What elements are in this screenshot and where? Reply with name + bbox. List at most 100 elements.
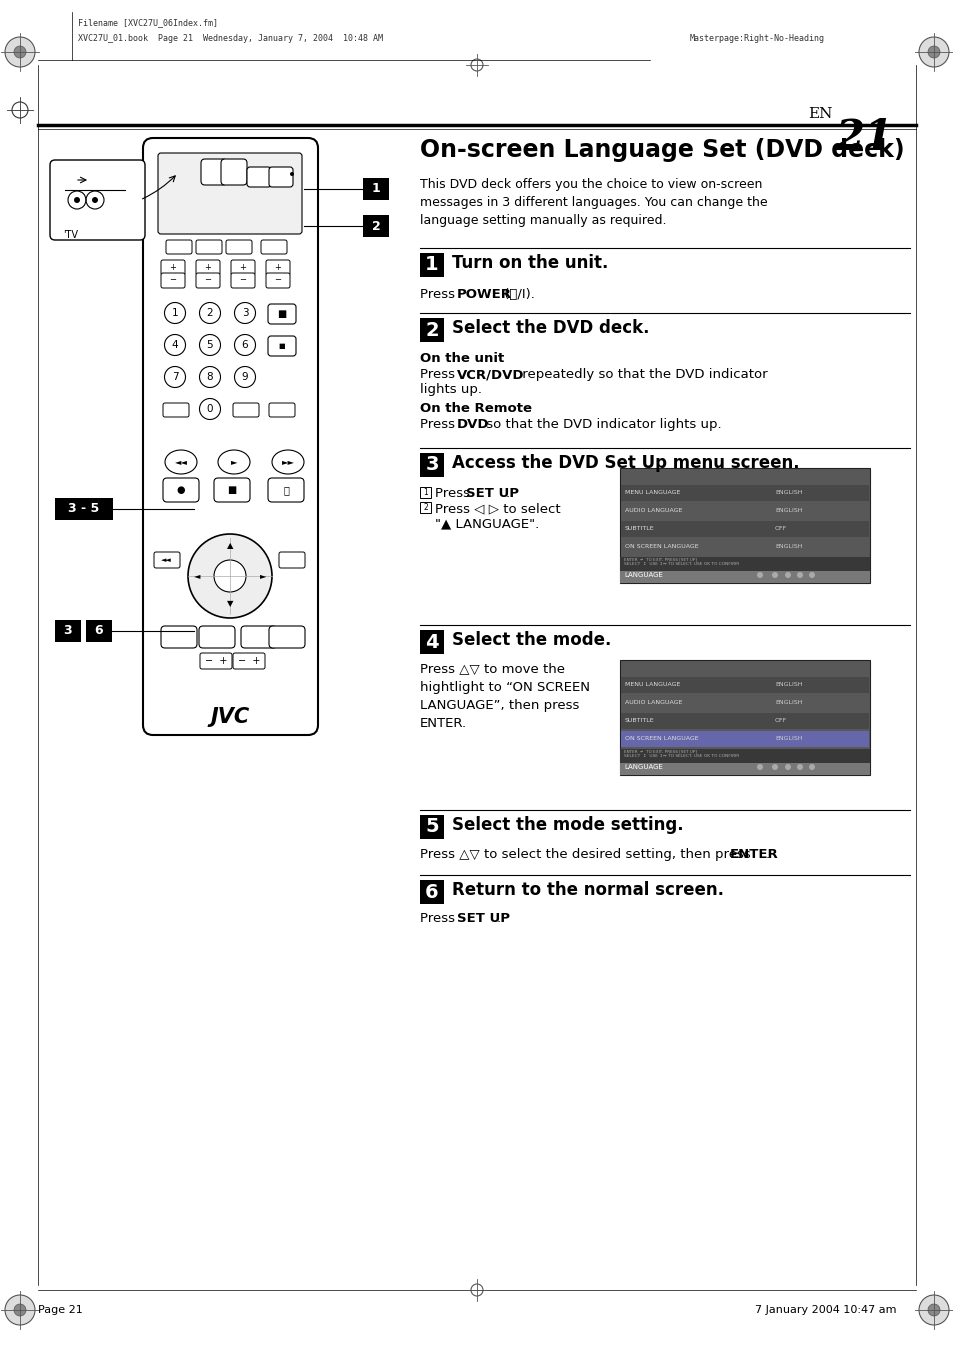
Bar <box>620 731 868 747</box>
Circle shape <box>808 765 814 770</box>
Text: −  +: − + <box>237 657 260 666</box>
FancyBboxPatch shape <box>269 403 294 417</box>
FancyBboxPatch shape <box>153 553 180 567</box>
Bar <box>363 215 389 236</box>
Text: ENGLISH: ENGLISH <box>774 701 801 705</box>
Text: Access the DVD Set Up menu screen.: Access the DVD Set Up menu screen. <box>452 454 799 471</box>
Text: ◄: ◄ <box>193 571 200 581</box>
Text: "▲ LANGUAGE".: "▲ LANGUAGE". <box>435 517 538 530</box>
Text: +: + <box>170 262 176 272</box>
Text: 2: 2 <box>207 308 213 317</box>
Circle shape <box>757 765 762 770</box>
Circle shape <box>164 366 185 388</box>
Text: 1: 1 <box>372 182 380 196</box>
Text: This DVD deck offers you the choice to view on-screen
messages in 3 different la: This DVD deck offers you the choice to v… <box>419 178 767 227</box>
Text: Press: Press <box>435 486 474 500</box>
FancyBboxPatch shape <box>195 240 222 254</box>
Text: ⏸: ⏸ <box>283 485 289 494</box>
Text: Press: Press <box>419 417 458 431</box>
Text: ►►: ►► <box>281 458 294 466</box>
Text: Select the mode.: Select the mode. <box>452 631 611 648</box>
Text: 9: 9 <box>241 372 248 382</box>
Text: repeatedly so that the DVD indicator: repeatedly so that the DVD indicator <box>517 367 767 381</box>
Text: ■: ■ <box>227 485 236 494</box>
Bar <box>55 620 81 642</box>
Bar <box>419 630 443 654</box>
Circle shape <box>927 46 939 58</box>
Text: 7: 7 <box>172 372 178 382</box>
Circle shape <box>784 571 790 578</box>
Text: ►: ► <box>231 458 237 466</box>
Text: POWER: POWER <box>456 288 512 301</box>
Text: 7 January 2004 10:47 am: 7 January 2004 10:47 am <box>754 1305 896 1315</box>
Circle shape <box>796 571 802 578</box>
Text: ON SCREEN LANGUAGE: ON SCREEN LANGUAGE <box>624 736 698 742</box>
Text: −: − <box>204 276 212 285</box>
FancyBboxPatch shape <box>221 159 247 185</box>
Text: .: . <box>497 912 500 925</box>
Bar <box>620 503 868 519</box>
Circle shape <box>188 534 272 617</box>
Circle shape <box>164 303 185 323</box>
FancyBboxPatch shape <box>268 304 295 324</box>
FancyBboxPatch shape <box>261 240 287 254</box>
Circle shape <box>199 335 220 355</box>
Text: ▼: ▼ <box>227 600 233 608</box>
Text: 8: 8 <box>207 372 213 382</box>
Text: 1: 1 <box>425 255 438 274</box>
Text: ON SCREEN LANGUAGE: ON SCREEN LANGUAGE <box>624 544 698 550</box>
FancyBboxPatch shape <box>226 240 252 254</box>
Bar <box>619 661 869 775</box>
Text: On-screen Language Set (DVD deck): On-screen Language Set (DVD deck) <box>419 138 903 162</box>
FancyBboxPatch shape <box>213 478 250 503</box>
Circle shape <box>771 765 778 770</box>
Bar <box>620 713 868 730</box>
Text: −: − <box>170 276 176 285</box>
FancyBboxPatch shape <box>269 168 293 186</box>
Text: LANGUAGE: LANGUAGE <box>623 765 662 770</box>
Text: On the Remote: On the Remote <box>419 403 532 415</box>
Bar <box>619 758 869 775</box>
Circle shape <box>771 571 778 578</box>
Text: EN: EN <box>807 107 832 122</box>
Text: Press △▽ to move the
hightlight to “ON SCREEN
LANGUAGE”, then press
ENTER.: Press △▽ to move the hightlight to “ON S… <box>419 663 589 730</box>
Text: 0: 0 <box>207 404 213 413</box>
Circle shape <box>234 335 255 355</box>
Text: Press △▽ to select the desired setting, then press: Press △▽ to select the desired setting, … <box>419 848 754 861</box>
FancyBboxPatch shape <box>247 168 271 186</box>
Text: SUBTITLE: SUBTITLE <box>624 527 654 531</box>
Ellipse shape <box>165 450 196 474</box>
FancyBboxPatch shape <box>241 626 276 648</box>
Text: 'TV: 'TV <box>63 230 78 240</box>
Bar <box>55 499 112 520</box>
Circle shape <box>91 197 98 203</box>
FancyBboxPatch shape <box>143 138 317 735</box>
Bar <box>419 486 431 499</box>
Bar <box>419 880 443 904</box>
Circle shape <box>5 36 35 68</box>
Text: 4: 4 <box>425 632 438 651</box>
Circle shape <box>14 46 26 58</box>
Text: OFF: OFF <box>774 527 786 531</box>
Circle shape <box>234 303 255 323</box>
FancyBboxPatch shape <box>161 273 185 288</box>
Text: ENGLISH: ENGLISH <box>774 682 801 688</box>
Text: +: + <box>239 262 246 272</box>
Text: Select the mode setting.: Select the mode setting. <box>452 816 683 834</box>
Circle shape <box>918 36 948 68</box>
Text: ENGLISH: ENGLISH <box>774 544 801 550</box>
Text: SELECT  ↕  USE ↕↔ TO SELECT. USE OK TO CONFIRM: SELECT ↕ USE ↕↔ TO SELECT. USE OK TO CON… <box>623 562 739 566</box>
Circle shape <box>199 303 220 323</box>
FancyBboxPatch shape <box>201 159 227 185</box>
Text: Press: Press <box>419 912 458 925</box>
Text: 1: 1 <box>423 488 428 497</box>
Bar <box>620 539 868 555</box>
Text: 3: 3 <box>64 624 72 638</box>
Bar <box>620 485 868 501</box>
Text: 2: 2 <box>425 320 438 339</box>
Circle shape <box>808 571 814 578</box>
FancyBboxPatch shape <box>266 273 290 288</box>
FancyBboxPatch shape <box>268 478 304 503</box>
FancyBboxPatch shape <box>278 553 305 567</box>
Bar <box>419 253 443 277</box>
